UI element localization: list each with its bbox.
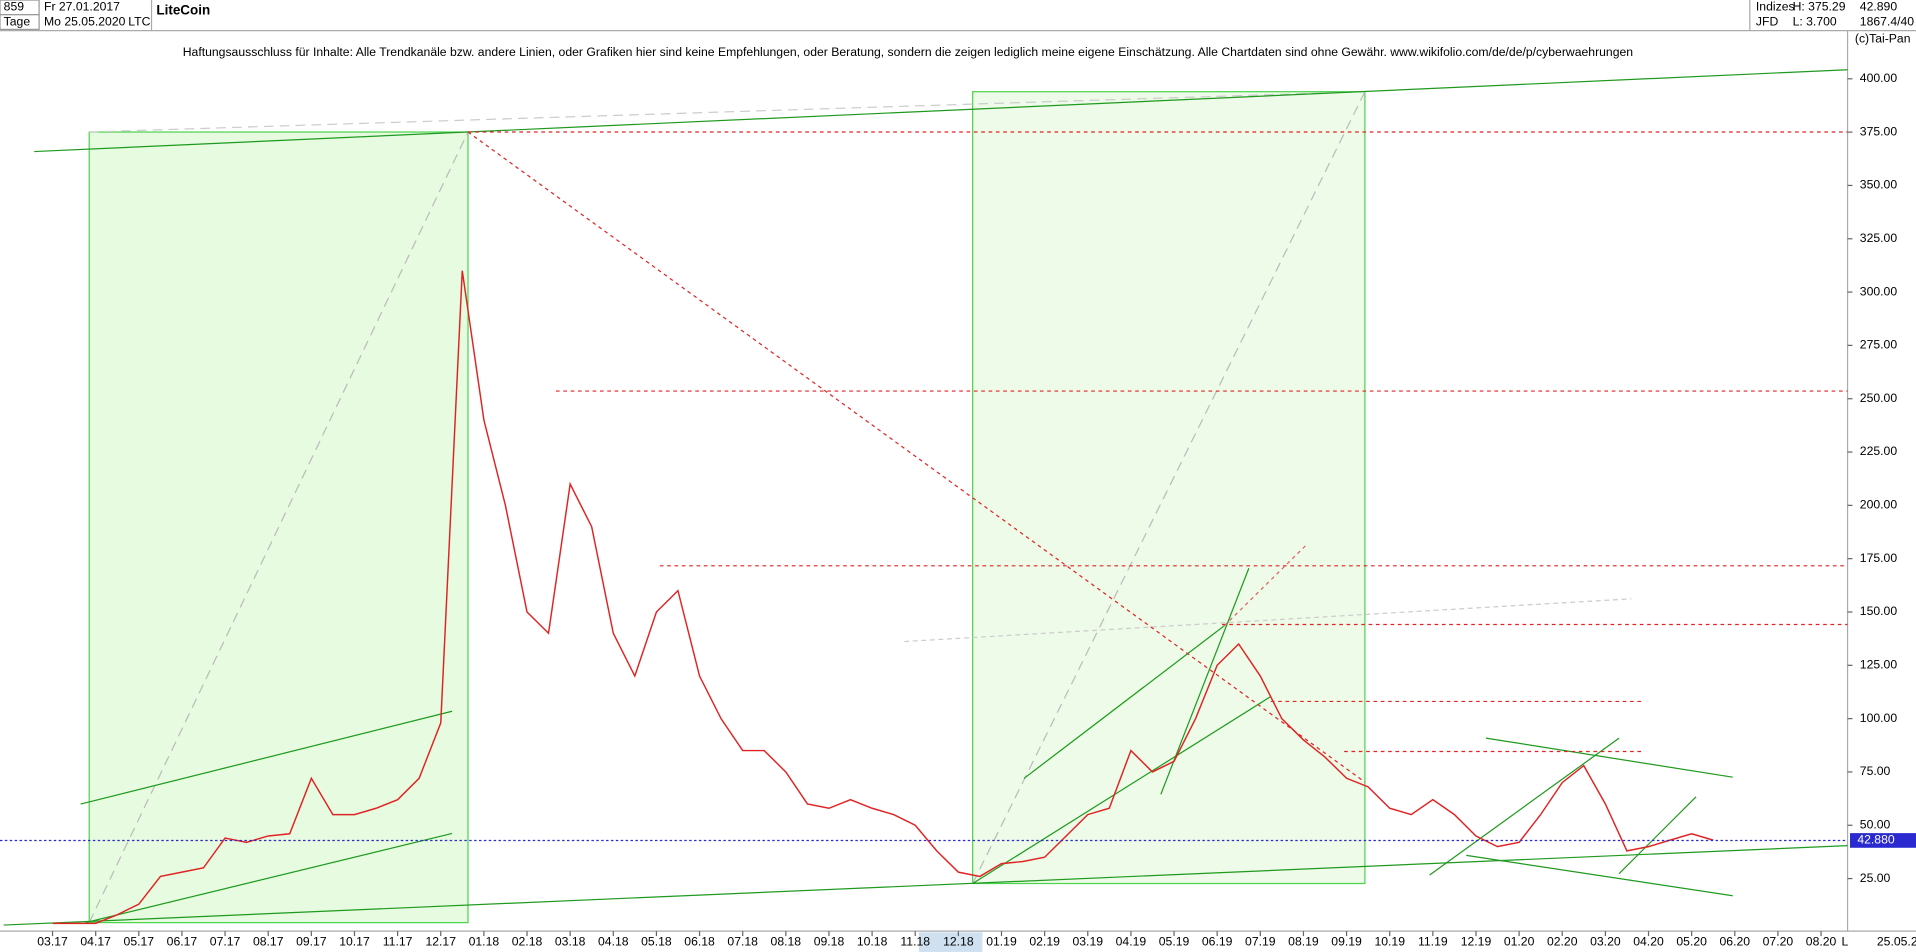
y-tick-label: 125.00	[1860, 658, 1898, 672]
current-box	[1850, 833, 1916, 848]
symbol: LTC	[128, 14, 150, 28]
x-tick-label: 04.19	[1116, 934, 1147, 948]
x-tick-label: 03.20	[1590, 934, 1621, 948]
x-tick-label: 05.19	[1159, 934, 1190, 948]
y-tick-label: 400.00	[1860, 71, 1898, 85]
period: Tage	[4, 14, 31, 28]
y-tick-label: 300.00	[1860, 284, 1898, 298]
trendline	[3, 845, 1848, 926]
x-tick-label: 04.18	[598, 934, 629, 948]
end-date: Mo 25.05.2020	[44, 14, 126, 28]
corner-label: L	[1841, 934, 1848, 948]
y-tick-label: 175.00	[1860, 551, 1898, 565]
diagonal	[88, 131, 469, 923]
x-tick-label: 03.18	[555, 934, 586, 948]
count: 859	[4, 0, 25, 14]
chart-title: LiteCoin	[156, 3, 210, 18]
trendline	[80, 710, 453, 805]
trendline	[34, 69, 1848, 153]
broker: JFD	[1756, 14, 1779, 28]
trendline	[972, 696, 1272, 885]
x-tick-label: 02.18	[512, 934, 543, 948]
y-tick-label: 50.00	[1860, 817, 1891, 831]
start-date: Fr 27.01.2017	[44, 0, 120, 14]
x-tick-label: 03.17	[37, 934, 68, 948]
drawings	[3, 69, 1848, 926]
y-tick-label: 350.00	[1860, 178, 1898, 192]
y-tick-label: 25.00	[1860, 871, 1891, 885]
x-tick-label: 01.20	[1504, 934, 1535, 948]
x-tick-label: 07.20	[1763, 934, 1794, 948]
period-box[interactable]	[0, 14, 40, 30]
last: 42.890	[1860, 0, 1898, 14]
y-tick-label: 325.00	[1860, 231, 1898, 245]
current-label: 42.880	[1857, 833, 1895, 847]
trendline	[1485, 737, 1733, 778]
trendline	[1618, 796, 1697, 875]
x-tick-label: 08.17	[253, 934, 284, 948]
date-label: 25.05.20	[1877, 934, 1916, 948]
x-tick-label: 07.18	[727, 934, 758, 948]
x-tick-label: 06.17	[167, 934, 198, 948]
high: H: 375.29	[1793, 0, 1846, 14]
x-tick-label: 08.20	[1806, 934, 1837, 948]
disclaimer: Haftungsausschluss für Inhalte: Alle Tre…	[183, 45, 1633, 59]
trendline	[1223, 543, 1308, 627]
trendline	[904, 598, 1632, 643]
x-tick-label: 11.19	[1418, 934, 1448, 948]
copyright: (c)Tai-Pan	[1855, 31, 1911, 45]
y-tick-label: 375.00	[1860, 124, 1898, 138]
market: Indizes	[1756, 0, 1795, 14]
x-tick-label: 12.17	[425, 934, 456, 948]
x-tick-label: 10.17	[339, 934, 370, 948]
x-tick-label: 10.18	[857, 934, 888, 948]
low: L: 3.700	[1793, 14, 1837, 28]
x-tick-label: 09.17	[296, 934, 327, 948]
ratio: 1867.4/40	[1860, 14, 1915, 28]
trendline	[467, 131, 1366, 783]
x-tick-label: 07.19	[1245, 934, 1276, 948]
x-tick-label: 01.18	[469, 934, 500, 948]
y-tick-label: 250.00	[1860, 391, 1898, 405]
price-line	[52, 270, 1714, 925]
y-tick-label: 75.00	[1860, 764, 1891, 778]
x-tick-label: 06.19	[1202, 934, 1233, 948]
trendline	[1160, 568, 1250, 795]
trendline	[1466, 854, 1733, 897]
x-tick-label: 08.18	[771, 934, 802, 948]
y-tick-label: 150.00	[1860, 604, 1898, 618]
x-tick-label: 04.20	[1633, 934, 1664, 948]
x-tick-label: 05.18	[641, 934, 672, 948]
x-tick-label: 11.17	[383, 934, 413, 948]
x-tick-label: 12.18	[943, 934, 974, 948]
x-tick-label: 05.20	[1676, 934, 1707, 948]
y-tick-label: 200.00	[1860, 498, 1898, 512]
x-tick-label: 10.19	[1374, 934, 1405, 948]
x-tick-label: 03.19	[1072, 934, 1103, 948]
x-tick-label: 09.18	[814, 934, 845, 948]
x-tick-label: 08.19	[1288, 934, 1319, 948]
y-tick-label: 225.00	[1860, 444, 1898, 458]
y-tick-label: 100.00	[1860, 711, 1898, 725]
y-tick-label: 275.00	[1860, 338, 1898, 352]
x-tick-label: 06.18	[684, 934, 715, 948]
x-tick-label: 06.20	[1720, 934, 1751, 948]
x-tick-label: 01.19	[986, 934, 1017, 948]
x-tick-label: 04.17	[80, 934, 111, 948]
trendline	[1023, 625, 1225, 779]
x-tick-label: 11.18	[900, 934, 930, 948]
diagonal	[89, 91, 1365, 133]
highlight	[918, 932, 983, 952]
x-tick-label: 02.20	[1547, 934, 1578, 948]
x-tick-label: 12.19	[1461, 934, 1492, 948]
x-tick-label: 07.17	[210, 934, 241, 948]
x-tick-label: 05.17	[124, 934, 155, 948]
x-tick-label: 09.19	[1331, 934, 1362, 948]
trendline	[85, 832, 453, 924]
trendline	[1429, 737, 1620, 876]
x-tick-label: 02.19	[1029, 934, 1060, 948]
diagonal	[972, 91, 1366, 884]
